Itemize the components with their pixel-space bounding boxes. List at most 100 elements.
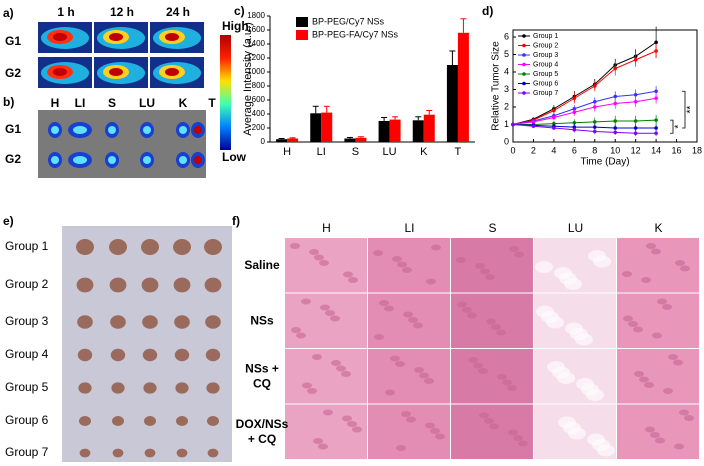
tissue-texture [401,411,411,417]
y-tick-label: 1400 [247,39,265,48]
group-label: G1 [5,122,21,136]
signal [53,33,67,41]
histology-tile [451,238,533,293]
x-tick-label: K [420,146,428,158]
tumor [109,239,127,255]
point [592,84,597,88]
treatment-label: Saline [244,258,280,272]
point [654,89,658,94]
tissue-texture [395,361,405,367]
tissue-texture [406,416,416,423]
panel-label: a) [3,6,14,20]
tissue-texture [514,251,524,258]
tissue-texture [309,249,319,255]
tissue-texture [336,365,346,372]
legend-marker [522,62,526,67]
x-tick-label: 6 [572,145,577,155]
legend-marker [522,91,526,95]
tissue-texture [397,261,407,268]
point [511,122,515,127]
tumor [141,239,159,255]
histology-tile [368,349,450,404]
tissue-texture [652,332,662,339]
tissue-texture [318,443,328,450]
y-tick-label: 400 [252,109,266,118]
tissue-texture [468,357,478,363]
legend-label: BP-PEG-FA/Cy7 NSs [312,29,399,39]
point [633,99,638,104]
panel-label: d) [482,4,493,18]
y-tick-label: 1000 [247,67,265,76]
organ-signal [108,126,116,134]
x-axis-label: Time (Day) [580,157,629,168]
tissue-texture [419,372,429,379]
organ-signal [194,156,202,164]
group-label: Group 2 [5,277,49,291]
treatment-label: CQ [253,376,271,390]
tissue-texture [518,440,528,447]
tissue-texture [496,329,506,336]
tumor [112,448,124,458]
tissue-texture [535,261,553,273]
tumor [204,277,222,293]
series-line [513,119,657,125]
tissue-texture [679,409,689,416]
point [552,115,556,120]
tissue-texture [385,389,395,396]
tissue-texture [341,371,351,377]
tissue-texture [655,437,665,444]
organ-signal [73,156,87,164]
tissue-texture [403,311,413,318]
tumor [141,277,159,293]
group-label: G2 [5,66,21,80]
tumor [173,239,191,255]
tissue-texture [565,322,583,335]
tissue-texture [633,326,643,333]
tissue-texture [507,385,517,391]
y-tick-label: 0 [261,137,266,146]
legend-label: Group 5 [533,71,558,78]
tissue-texture [634,371,644,377]
tissue-texture [425,422,435,429]
tumor [144,416,156,426]
tissue-texture [547,361,565,373]
organ-signal [51,126,59,134]
tissue-texture [502,379,512,386]
panel-label: f) [232,214,240,228]
point [654,40,658,45]
x-tick-label: 10 [610,145,620,155]
tumor [110,315,126,329]
tissue-texture [479,412,489,419]
x-tick-label: S [352,146,359,158]
tissue-texture [457,301,467,308]
bar [446,65,458,142]
histology-tile [451,349,533,404]
tissue-texture [622,271,632,277]
y-tick-label: 3 [504,84,509,94]
tissue-texture [314,254,324,261]
annotation: * [674,125,685,129]
bar [355,137,367,142]
panel-label: b) [3,95,14,109]
legend-marker [522,81,526,86]
x-tick-label: 12 [631,145,641,155]
tissue-texture [508,429,518,436]
tissue-texture [342,415,352,422]
plot-frame [512,29,698,143]
tissue-texture [675,260,685,266]
tissue-texture [484,418,494,424]
x-tick-label: LU [383,146,397,158]
tumor [144,448,156,458]
group-label: Group 6 [5,413,49,427]
tissue-texture [645,426,655,433]
tissue-texture [331,360,341,366]
point [613,119,618,123]
annotation: ** [686,106,697,114]
bar [310,113,322,142]
tissue-texture [628,321,638,327]
legend-marker [522,53,526,57]
bar [344,138,356,142]
tumor [77,348,93,362]
point [572,96,577,101]
histology-tile [617,238,699,293]
